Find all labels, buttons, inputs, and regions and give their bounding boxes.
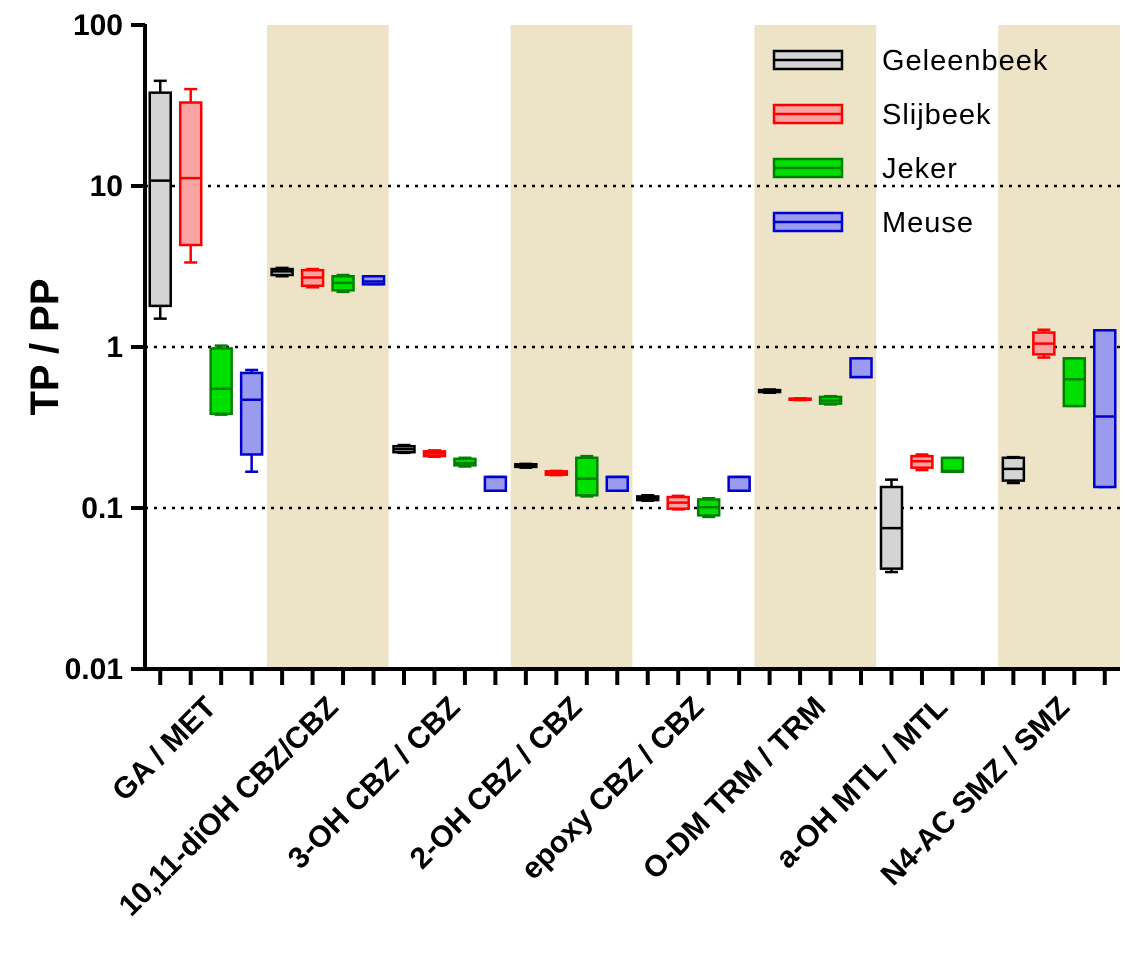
box-jeker-3 — [575, 454, 599, 498]
box-slijbeek-7 — [1032, 328, 1056, 359]
box-slijbeek-6 — [910, 453, 934, 472]
box-geleenbeek-7 — [1001, 455, 1026, 485]
box-meuse-0 — [239, 368, 264, 473]
box-slijbeek-4 — [666, 494, 690, 511]
box-jeker-4 — [696, 496, 721, 519]
box-meuse-4 — [727, 475, 751, 492]
y-tick-label: 0.01 — [65, 653, 123, 686]
box-geleenbeek-0 — [148, 79, 172, 320]
legend-label: Slijbeek — [882, 99, 992, 131]
box-jeker-1 — [331, 273, 355, 294]
y-tick-label: 100 — [73, 9, 123, 42]
box-geleenbeek-2 — [392, 443, 416, 455]
category-bands — [266, 25, 1120, 669]
box-iqr — [727, 475, 751, 492]
box-meuse-5 — [849, 357, 873, 379]
box-meuse-3 — [605, 475, 630, 492]
legend-item-geleenbeek: Geleenbeek — [772, 45, 1048, 77]
y-axis-title: TP / PP — [23, 278, 67, 415]
box-meuse-2 — [483, 475, 508, 492]
y-tick-label: 10 — [90, 170, 123, 203]
box-geleenbeek-1 — [270, 266, 294, 278]
box-slijbeek-3 — [544, 469, 569, 477]
box-iqr — [209, 347, 233, 415]
box-geleenbeek-5 — [757, 388, 782, 394]
box-jeker-7 — [1062, 357, 1087, 408]
legend-label: Meuse — [882, 207, 974, 239]
gridlines — [145, 184, 1120, 510]
box-iqr — [1093, 329, 1117, 489]
legend: Geleenbeek Slijbeek Jeker Meuse — [772, 45, 1048, 239]
shaded-band-3 — [510, 25, 633, 669]
box-jeker-5 — [818, 394, 843, 406]
shaded-band-5 — [754, 25, 877, 669]
box-jeker-6 — [940, 456, 965, 473]
box-geleenbeek-4 — [635, 494, 660, 502]
legend-item-jeker: Jeker — [772, 153, 958, 185]
box-geleenbeek-6 — [879, 478, 904, 574]
box-slijbeek-0 — [178, 87, 203, 264]
series-jeker — [209, 273, 1087, 519]
box-iqr — [605, 475, 630, 492]
category-label: GA / MET — [106, 691, 223, 808]
legend-label: Geleenbeek — [882, 45, 1048, 77]
legend-label: Jeker — [882, 153, 958, 185]
series-slijbeek — [178, 87, 1056, 511]
box-slijbeek-2 — [422, 449, 447, 459]
box-iqr — [178, 101, 203, 247]
series-meuse — [239, 275, 1117, 492]
category-label: 10,11-diOH CBZ/CBZ — [113, 691, 345, 923]
y-ticks: 0.01 0.1 1 10 100 — [65, 9, 145, 686]
box-iqr — [849, 357, 873, 379]
box-slijbeek-5 — [788, 397, 812, 402]
box-iqr — [940, 456, 965, 473]
box-iqr — [148, 91, 172, 308]
box-jeker-2 — [453, 456, 477, 468]
legend-item-slijbeek: Slijbeek — [772, 99, 992, 131]
box-iqr — [239, 371, 264, 456]
box-meuse-7 — [1093, 329, 1117, 489]
box-series — [148, 79, 1117, 574]
box-meuse-1 — [361, 275, 386, 286]
legend-item-meuse: Meuse — [772, 207, 974, 239]
box-geleenbeek-3 — [514, 462, 538, 469]
y-tick-label: 1 — [106, 331, 123, 364]
series-geleenbeek — [148, 79, 1026, 574]
y-tick-label: 0.1 — [81, 492, 123, 525]
box-iqr — [575, 456, 599, 497]
box-slijbeek-1 — [300, 267, 325, 289]
box-iqr — [483, 475, 508, 492]
box-iqr — [1062, 357, 1087, 408]
box-jeker-0 — [209, 344, 233, 416]
